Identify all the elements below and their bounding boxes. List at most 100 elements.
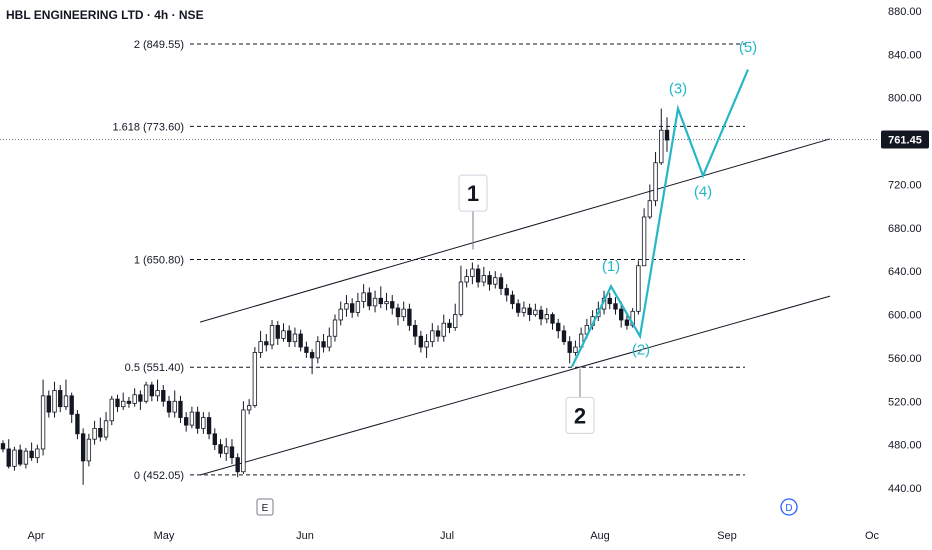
candle	[12, 446, 17, 471]
candle	[521, 301, 527, 317]
candle	[109, 395, 114, 426]
candle	[229, 439, 235, 465]
candle	[424, 334, 429, 358]
candle	[458, 265, 464, 317]
candle	[40, 379, 46, 456]
candle	[6, 439, 11, 469]
candle	[69, 392, 74, 423]
candle	[126, 396, 132, 408]
candle	[46, 390, 51, 418]
candle	[367, 287, 372, 311]
candle	[58, 385, 63, 413]
candle	[538, 305, 544, 326]
candle	[544, 308, 549, 324]
channel-lower-line	[199, 295, 831, 476]
major-wave-label-2: 2	[565, 368, 595, 434]
candle	[246, 399, 252, 415]
candle	[561, 325, 567, 345]
candle	[287, 325, 292, 348]
channel-upper-line	[199, 138, 831, 323]
candle	[418, 330, 424, 353]
y-tick-label: 840.00	[888, 49, 922, 61]
candle	[0, 440, 6, 453]
candle	[487, 271, 492, 291]
candle	[161, 385, 166, 407]
candle	[493, 271, 498, 289]
y-tick-label: 640.00	[888, 266, 922, 278]
y-tick-label: 520.00	[888, 396, 922, 408]
x-tick-label: May	[154, 530, 175, 542]
candle	[573, 340, 578, 356]
fib-label-3: 0.5 (551.40)	[125, 362, 184, 374]
candle	[527, 303, 532, 322]
candle	[52, 381, 57, 418]
fib-label-2: 1 (650.80)	[134, 254, 184, 266]
candle	[378, 286, 383, 309]
candle	[430, 323, 435, 348]
candle	[659, 108, 664, 165]
candle	[241, 401, 246, 474]
candle	[636, 260, 641, 315]
candle	[321, 334, 326, 353]
candle	[172, 390, 177, 418]
candle	[281, 323, 286, 342]
candle	[332, 314, 338, 342]
wave-label-5: (5)	[739, 39, 757, 56]
candle	[412, 319, 418, 345]
candle	[132, 388, 137, 407]
major-wave-label-1: 1	[458, 174, 488, 250]
candle	[212, 428, 217, 451]
candle	[384, 292, 389, 311]
candle	[264, 334, 269, 352]
y-tick-label: 680.00	[888, 223, 922, 235]
candle	[401, 301, 406, 322]
candle	[556, 318, 561, 339]
candle	[17, 444, 23, 467]
elliott-wave	[571, 69, 750, 368]
candle	[338, 301, 343, 326]
candle	[92, 420, 97, 445]
last-price-tag: 761.45	[881, 130, 929, 149]
candle	[641, 208, 647, 267]
candle	[35, 444, 40, 464]
candle	[80, 428, 86, 485]
candle	[504, 284, 509, 302]
wave-path	[571, 69, 750, 368]
candle	[515, 299, 521, 317]
candle	[252, 347, 258, 408]
candle	[481, 266, 487, 287]
candle	[567, 336, 572, 364]
candle	[178, 395, 183, 423]
candle	[201, 412, 206, 434]
dividend-badge[interactable]: D	[780, 498, 798, 516]
candle	[269, 319, 275, 350]
fib-label-1: 1.618 (773.60)	[112, 121, 184, 133]
candle	[607, 292, 612, 310]
svg-text:E: E	[262, 503, 269, 514]
earnings-badge[interactable]: E	[256, 498, 274, 516]
x-tick-label: Sep	[717, 530, 737, 542]
candle	[138, 390, 143, 410]
candle	[653, 151, 658, 207]
candle	[195, 406, 200, 434]
y-tick-label: 480.00	[888, 440, 922, 452]
candle	[435, 325, 441, 342]
candle	[183, 412, 189, 432]
wave-label-1: (1)	[602, 258, 620, 275]
candle	[224, 438, 229, 461]
candle	[550, 312, 555, 330]
x-tick-label: Apr	[27, 530, 44, 542]
candle	[315, 336, 321, 364]
candle	[647, 184, 653, 220]
wave-label-2: (2)	[632, 342, 650, 359]
candle	[447, 318, 452, 333]
chart-title: HBL ENGINEERING LTD · 4h · NSE	[6, 8, 204, 22]
fib-label-0: 2 (849.55)	[134, 39, 184, 51]
y-tick-label: 800.00	[888, 93, 922, 105]
candle	[327, 327, 332, 352]
candle	[275, 321, 280, 345]
candle	[98, 417, 103, 442]
wave-label-4: (4)	[694, 183, 712, 200]
candle	[344, 295, 349, 317]
